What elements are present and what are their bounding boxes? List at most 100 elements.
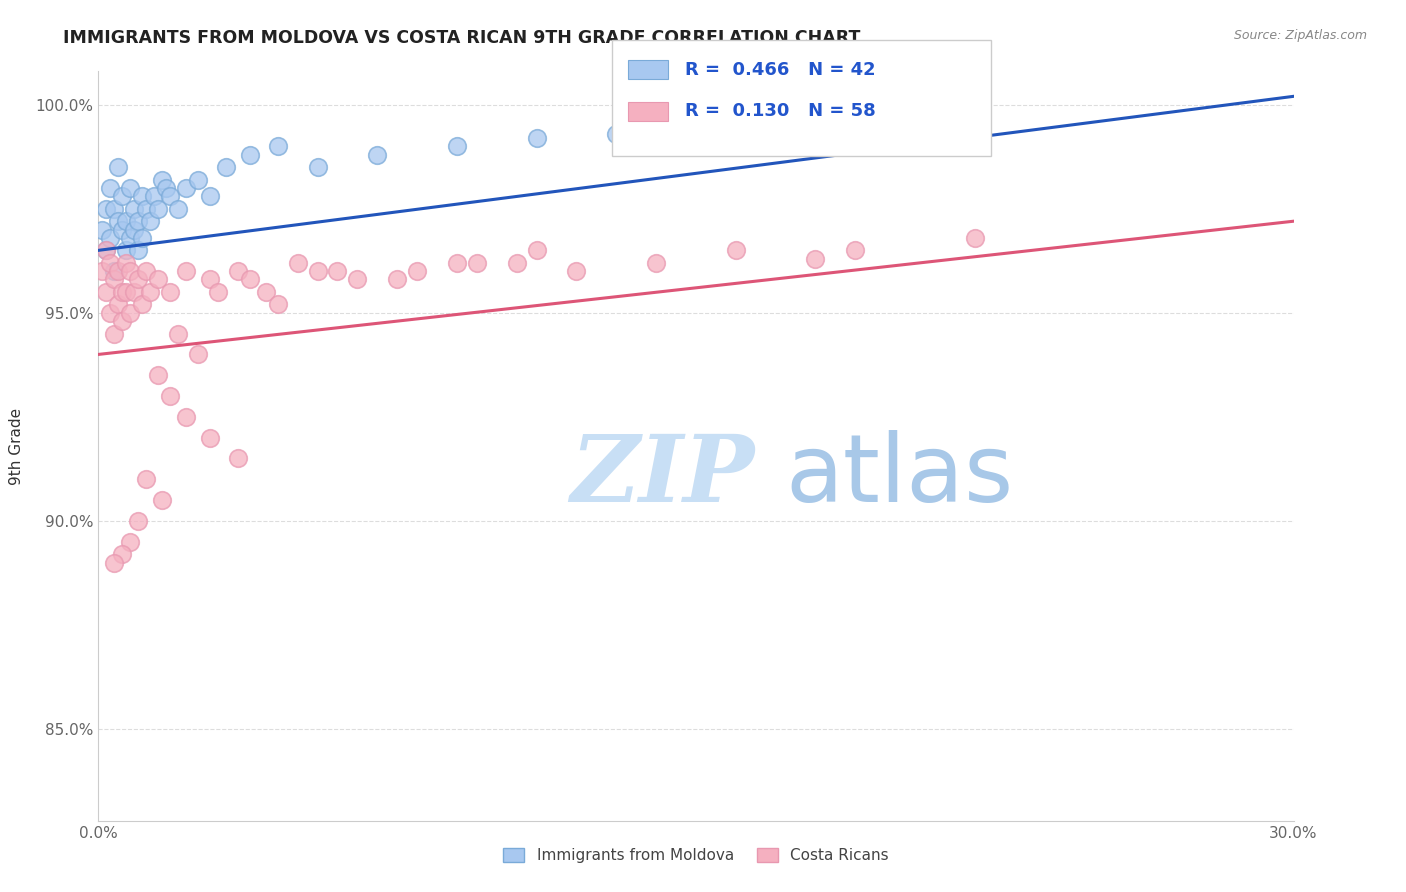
Point xyxy=(239,147,262,161)
Point xyxy=(307,160,329,174)
Point xyxy=(98,181,122,195)
Point xyxy=(385,272,409,286)
Point xyxy=(198,431,221,445)
Point xyxy=(107,297,129,311)
Point xyxy=(135,202,157,216)
Point xyxy=(120,231,142,245)
Point xyxy=(239,272,262,286)
Point xyxy=(287,256,309,270)
Point xyxy=(139,214,162,228)
Point xyxy=(187,347,209,361)
Point xyxy=(406,264,429,278)
Point xyxy=(174,409,197,424)
Point xyxy=(150,493,173,508)
Point xyxy=(307,264,329,278)
Point xyxy=(844,244,866,258)
Point xyxy=(124,222,146,236)
Point xyxy=(526,131,548,145)
Point xyxy=(804,252,827,266)
Point xyxy=(198,189,221,203)
Point xyxy=(131,231,153,245)
Point xyxy=(115,244,138,258)
Point xyxy=(111,222,134,236)
Point xyxy=(103,264,125,278)
Point xyxy=(103,202,125,216)
Point xyxy=(111,285,134,299)
Point xyxy=(135,472,157,486)
Point xyxy=(148,202,170,216)
Point xyxy=(98,306,122,320)
Point xyxy=(267,297,290,311)
Point xyxy=(198,272,221,286)
Point xyxy=(267,139,290,153)
Point xyxy=(187,172,209,186)
Point xyxy=(804,106,827,120)
Text: ZIP: ZIP xyxy=(571,431,755,521)
Point xyxy=(127,244,149,258)
Point xyxy=(131,297,153,311)
Point xyxy=(115,285,138,299)
Point xyxy=(506,256,529,270)
Point xyxy=(107,160,129,174)
Point xyxy=(465,256,488,270)
Point xyxy=(963,231,986,245)
Point xyxy=(111,314,134,328)
Point xyxy=(96,244,118,258)
Point xyxy=(115,214,138,228)
Point xyxy=(111,547,134,561)
Point xyxy=(159,285,181,299)
Point xyxy=(605,127,627,141)
Point xyxy=(143,189,166,203)
Point xyxy=(103,556,125,570)
Point xyxy=(215,160,238,174)
Point xyxy=(167,202,190,216)
Point xyxy=(124,285,146,299)
Point xyxy=(148,368,170,383)
Y-axis label: 9th Grade: 9th Grade xyxy=(10,408,24,484)
Point xyxy=(159,189,181,203)
Point xyxy=(91,222,114,236)
Point xyxy=(366,147,388,161)
Point xyxy=(107,264,129,278)
Text: R =  0.466   N = 42: R = 0.466 N = 42 xyxy=(685,61,876,78)
Point xyxy=(135,264,157,278)
Point xyxy=(124,202,146,216)
Point xyxy=(645,256,668,270)
Point xyxy=(150,172,173,186)
Point xyxy=(565,264,588,278)
Point xyxy=(254,285,277,299)
Point xyxy=(103,326,125,341)
Point xyxy=(174,181,197,195)
Legend: Immigrants from Moldova, Costa Ricans: Immigrants from Moldova, Costa Ricans xyxy=(496,841,896,869)
Point xyxy=(115,256,138,270)
Point xyxy=(159,389,181,403)
Point xyxy=(120,181,142,195)
Point xyxy=(526,244,548,258)
Point xyxy=(127,272,149,286)
Point xyxy=(98,256,122,270)
Point xyxy=(167,326,190,341)
Point xyxy=(446,139,468,153)
Point xyxy=(120,534,142,549)
Point xyxy=(111,189,134,203)
Text: R =  0.130   N = 58: R = 0.130 N = 58 xyxy=(685,103,876,120)
Point xyxy=(96,202,118,216)
Text: Source: ZipAtlas.com: Source: ZipAtlas.com xyxy=(1233,29,1367,43)
Point xyxy=(155,181,177,195)
Point xyxy=(148,272,170,286)
Point xyxy=(724,244,747,258)
Text: atlas: atlas xyxy=(786,430,1014,522)
Point xyxy=(446,256,468,270)
Text: IMMIGRANTS FROM MOLDOVA VS COSTA RICAN 9TH GRADE CORRELATION CHART: IMMIGRANTS FROM MOLDOVA VS COSTA RICAN 9… xyxy=(63,29,860,47)
Point xyxy=(346,272,368,286)
Point xyxy=(226,451,249,466)
Point xyxy=(326,264,349,278)
Point xyxy=(120,264,142,278)
Point xyxy=(127,514,149,528)
Point xyxy=(120,306,142,320)
Point xyxy=(226,264,249,278)
Point xyxy=(96,285,118,299)
Point xyxy=(103,272,125,286)
Point xyxy=(207,285,229,299)
Point xyxy=(96,244,118,258)
